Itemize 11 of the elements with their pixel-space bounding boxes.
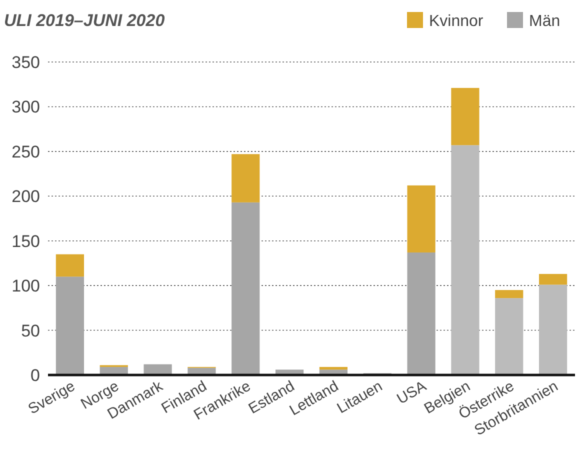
y-tick-label: 200: [12, 187, 40, 206]
legend-label: Män: [529, 13, 560, 30]
legend-label: Kvinnor: [429, 13, 484, 30]
y-tick-label: 150: [12, 232, 40, 251]
y-tick-label: 350: [12, 53, 40, 72]
y-tick-label: 300: [12, 98, 40, 117]
y-tick-label: 50: [21, 321, 40, 340]
y-tick-label: 100: [12, 276, 40, 296]
y-tick-label: 250: [12, 142, 40, 162]
y-tick-label: 0: [30, 366, 40, 385]
chart-title: ULI 2019–JUNI 2020: [4, 11, 166, 30]
